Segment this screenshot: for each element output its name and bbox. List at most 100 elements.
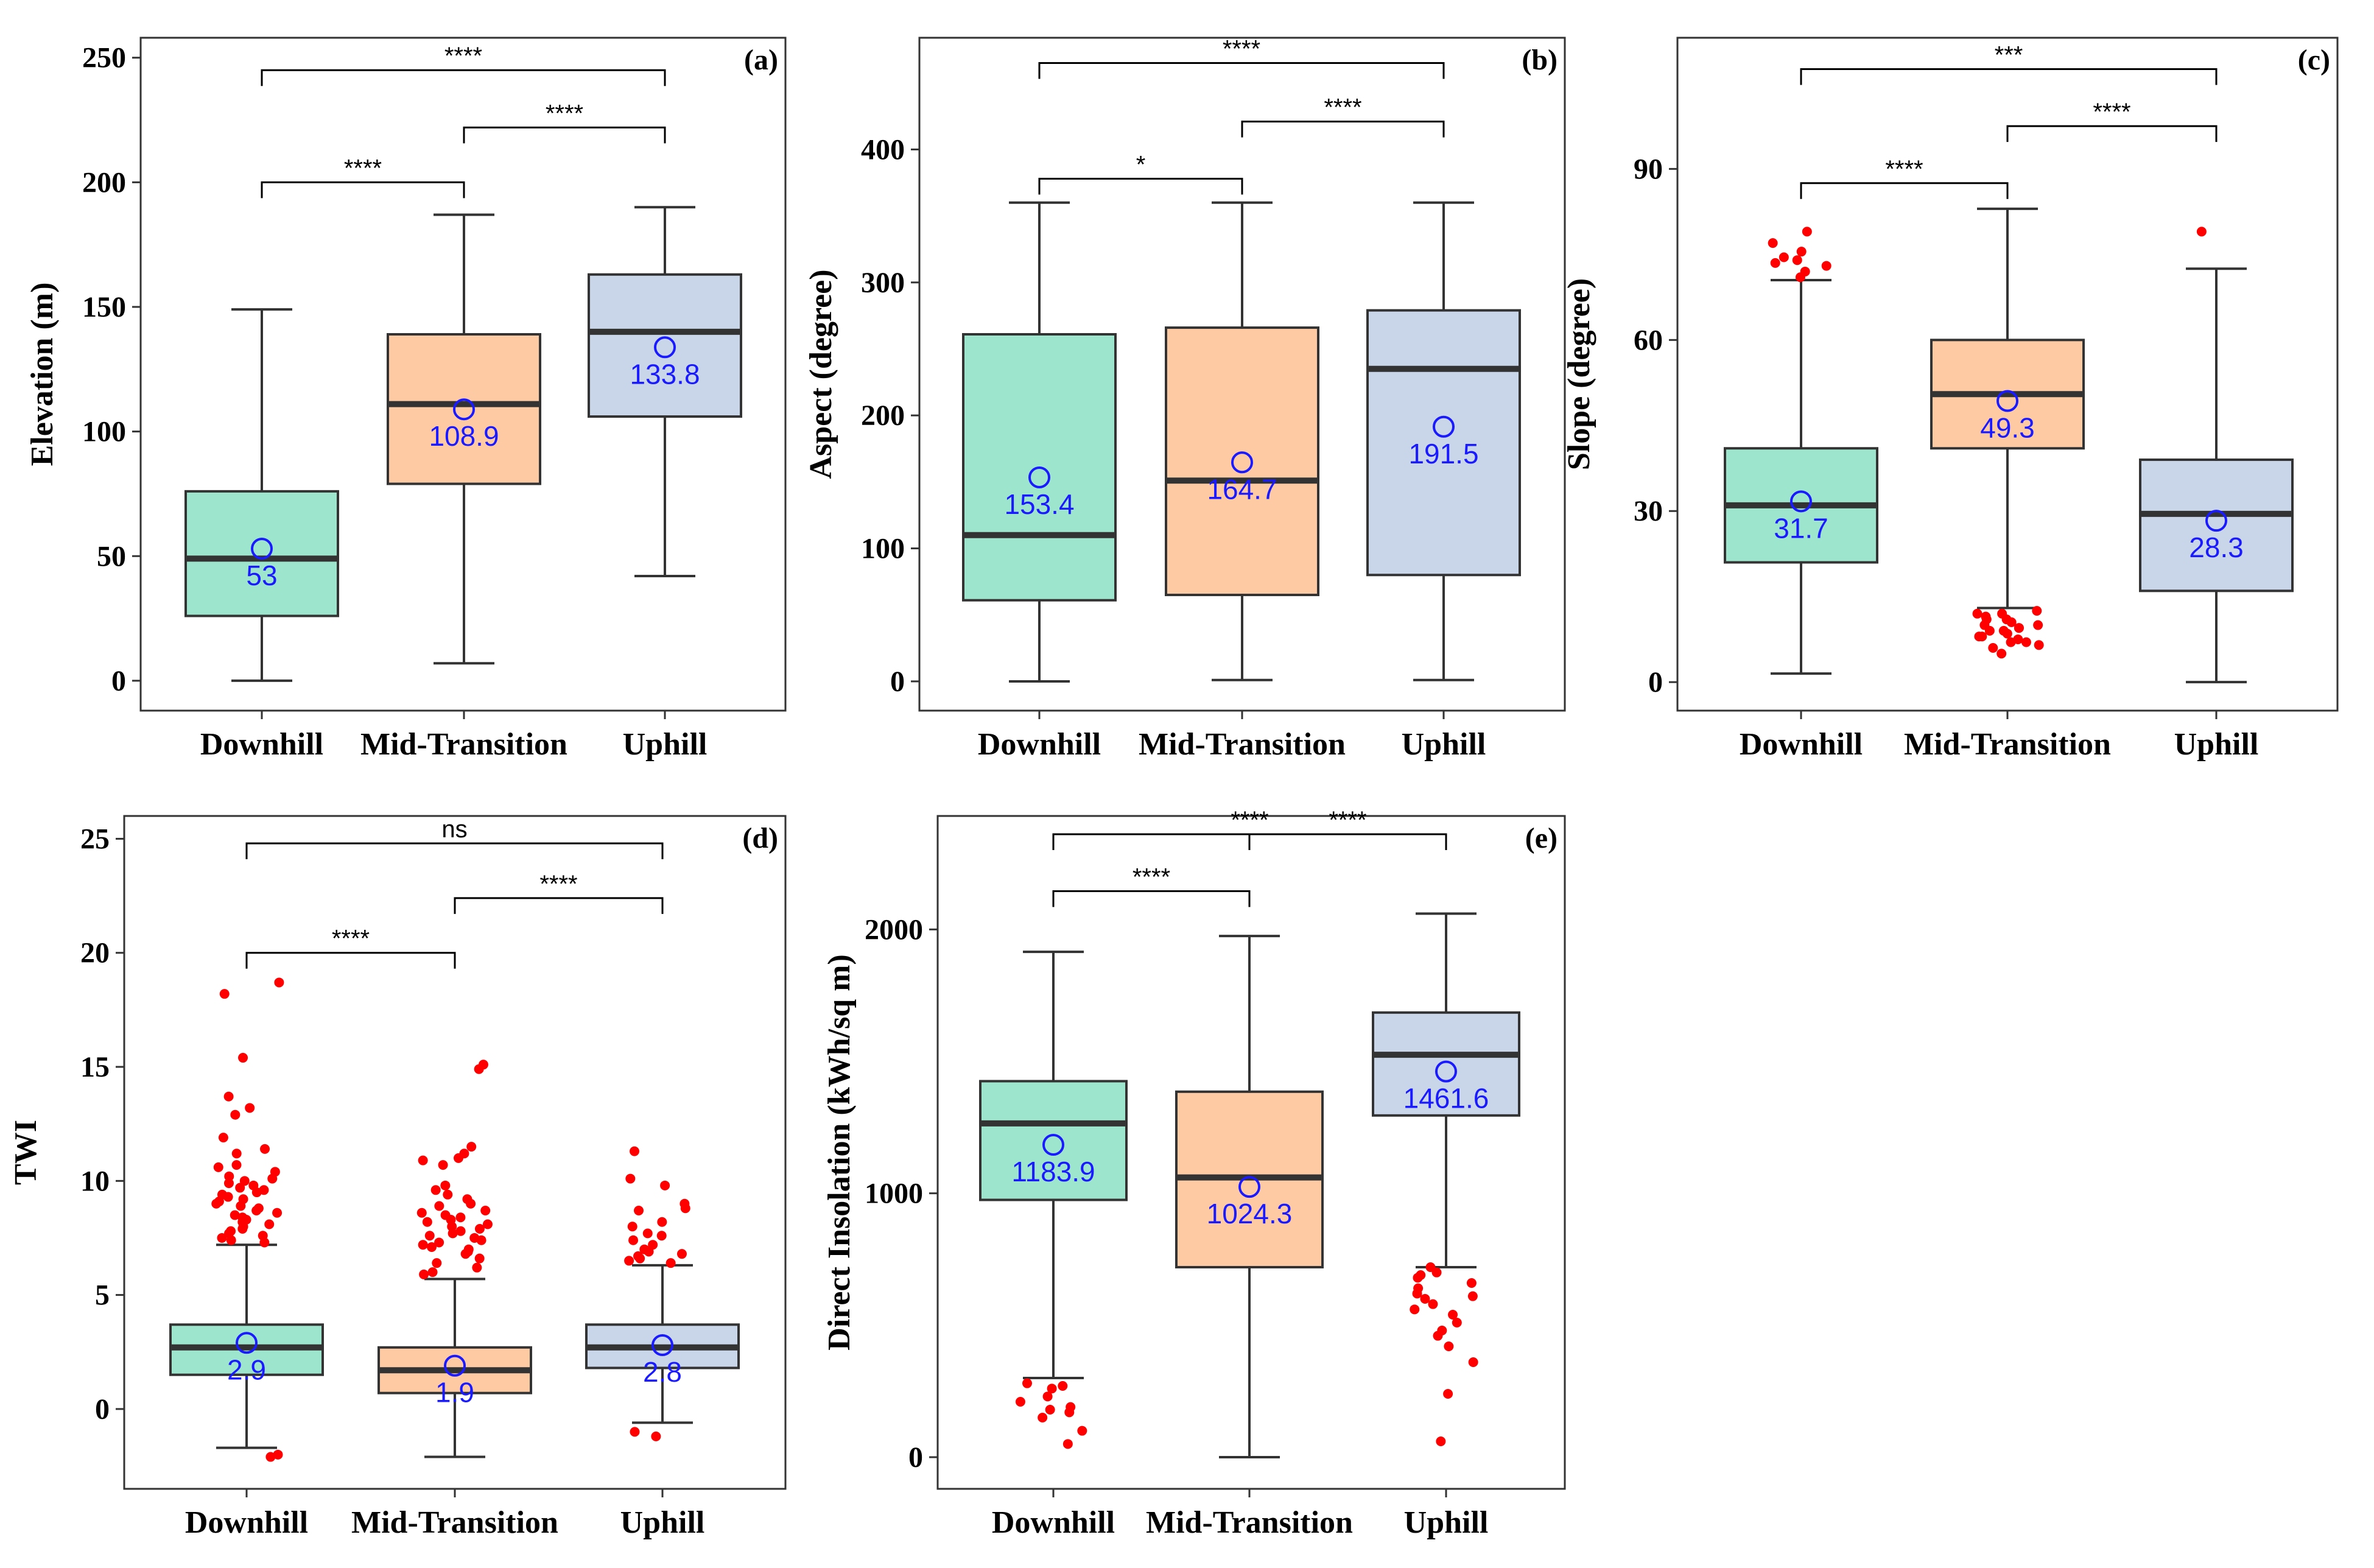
- significance-label: *: [1136, 151, 1146, 178]
- x-category-label: Uphill: [623, 727, 708, 762]
- outlier-point: [1768, 238, 1778, 248]
- outlier-point: [418, 1240, 428, 1250]
- significance-label: ****: [344, 155, 382, 181]
- outlier-point: [630, 1427, 640, 1437]
- outlier-point: [1800, 266, 1810, 276]
- outlier-point: [1448, 1310, 1458, 1320]
- x-category-label: Uphill: [1404, 1505, 1489, 1540]
- outlier-point: [676, 1249, 687, 1259]
- y-tick-label: 0: [908, 1441, 923, 1474]
- outlier-point: [1972, 608, 1982, 619]
- y-tick-label: 20: [80, 937, 110, 969]
- outlier-point: [224, 1171, 234, 1181]
- iqr-box: [588, 273, 742, 418]
- panel-e: 0 1000 2000 Downhill Mid-Transition Uphill Dir…: [822, 807, 1566, 1540]
- y-axis-title: Slope (degree): [1562, 278, 1596, 470]
- y-axis-title: Aspect (degree): [804, 269, 838, 479]
- iqr-box: [1372, 1011, 1520, 1117]
- outlier-point: [427, 1267, 438, 1278]
- y-tick-label: 1000: [865, 1178, 923, 1210]
- iqr-box: [962, 332, 1117, 602]
- outlier-point: [438, 1160, 448, 1170]
- y-tick-label: 100: [82, 416, 126, 448]
- y-axis-title: Direct Insolation (kWh/sq m): [822, 954, 857, 1351]
- outlier-point: [2021, 637, 2031, 647]
- outlier-point: [466, 1142, 477, 1152]
- mean-value-label: 191.5: [1408, 438, 1478, 469]
- y-tick-label: 0: [95, 1393, 110, 1426]
- mean-marker: [444, 1354, 466, 1377]
- outlier-point: [1436, 1436, 1446, 1446]
- outlier-point: [1996, 649, 2007, 659]
- outlier-point: [657, 1217, 667, 1227]
- significance-bracket: [1052, 833, 1447, 850]
- outlier-point: [1779, 252, 1789, 262]
- y-tick-label: 150: [82, 291, 126, 323]
- panel-c: 0 30 60 90 Downhill Mid-Transition Uphill Slope…: [1562, 37, 2339, 762]
- significance-label: ****: [2093, 99, 2130, 125]
- significance-label: ****: [1329, 807, 1366, 834]
- outlier-point: [213, 1162, 223, 1172]
- y-tick-label: 2000: [865, 913, 923, 946]
- x-category-label: Downhill: [185, 1505, 308, 1540]
- y-tick-label: 400: [861, 133, 905, 166]
- panel-tag: (a): [744, 44, 778, 76]
- outlier-point: [1998, 625, 2009, 636]
- box-group-mid-transition: 49.3: [1930, 207, 2085, 659]
- outlier-point: [416, 1208, 427, 1218]
- mean-value-label: 108.9: [429, 420, 499, 452]
- outlier-point: [2034, 640, 2044, 650]
- mean-value-label: 1461.6: [1403, 1083, 1489, 1114]
- mean-marker: [1028, 466, 1050, 488]
- significance-label: ns: [441, 816, 467, 843]
- y-tick-label: 10: [80, 1165, 110, 1197]
- panel-tag: (d): [742, 822, 778, 854]
- significance-label: ****: [1324, 94, 1361, 121]
- y-tick-label: 200: [82, 166, 126, 199]
- significance-label: ****: [1223, 35, 1260, 62]
- significance-label: ***: [1995, 42, 2023, 69]
- outlier-point: [1428, 1299, 1438, 1309]
- outlier-point: [2033, 620, 2043, 630]
- outlier-point: [443, 1189, 453, 1200]
- y-tick-label: 30: [1634, 495, 1663, 527]
- outlier-point: [1420, 1294, 1430, 1304]
- mean-marker: [1996, 390, 2018, 412]
- y-tick-label: 250: [82, 42, 126, 74]
- box-group-downhill: 1183.9: [979, 951, 1128, 1449]
- y-axis-title: Elevation (m): [25, 283, 60, 466]
- outlier-point: [223, 1178, 234, 1189]
- box-group-downhill: 53: [184, 308, 339, 682]
- iqr-box: [184, 490, 339, 617]
- outlier-point: [472, 1262, 482, 1273]
- mean-marker: [1435, 1060, 1457, 1083]
- y-tick-label: 200: [861, 399, 905, 432]
- significance-label: ****: [1231, 807, 1268, 834]
- outlier-point: [453, 1153, 463, 1163]
- iqr-box: [387, 333, 541, 485]
- box-group-uphill: 133.8: [588, 206, 742, 577]
- outlier-point: [426, 1242, 437, 1252]
- outlier-point: [474, 1253, 485, 1264]
- y-tick-label: 0: [890, 666, 905, 698]
- mean-marker: [236, 1332, 258, 1354]
- outlier-point: [624, 1256, 634, 1266]
- outlier-point: [440, 1180, 451, 1190]
- significance-bracket: [261, 69, 666, 86]
- outlier-point: [239, 1176, 250, 1186]
- significance-bracket: [1800, 182, 2009, 199]
- box-group-mid-transition: 164.7: [1165, 201, 1319, 681]
- iqr-box: [979, 1080, 1128, 1201]
- outlier-point: [264, 1219, 275, 1229]
- outlier-point: [480, 1206, 491, 1216]
- outlier-point: [274, 977, 284, 988]
- mean-value-label: 153.4: [1004, 488, 1074, 520]
- mean-marker: [453, 398, 475, 421]
- outlier-point: [1015, 1397, 1025, 1407]
- mean-value-label: 53: [246, 560, 277, 591]
- mean-marker: [654, 336, 676, 359]
- outlier-point: [236, 1201, 246, 1211]
- outlier-point: [455, 1226, 466, 1236]
- outlier-point: [625, 1173, 636, 1184]
